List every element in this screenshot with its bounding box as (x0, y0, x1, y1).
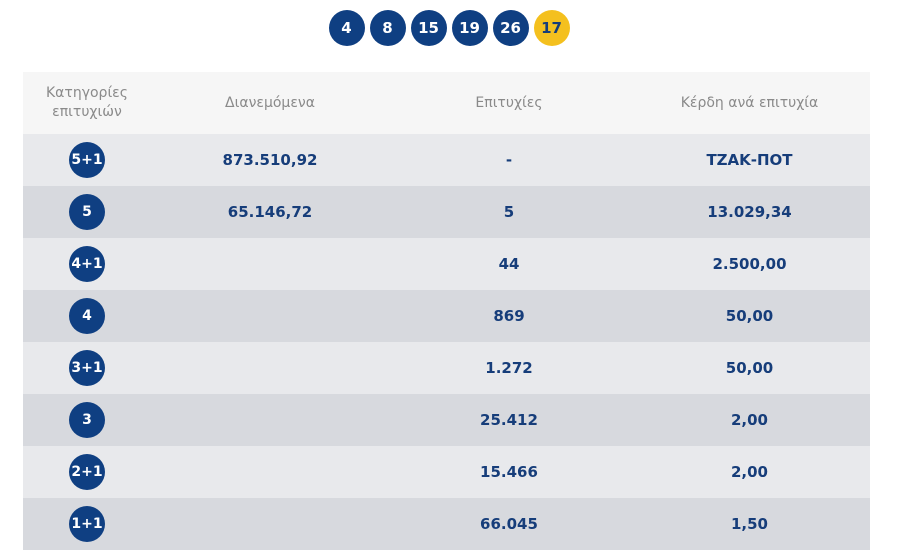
drawn-numbers: 4 8 15 19 26 17 (0, 10, 898, 46)
prize-cell: ΤΖΑΚ-ΠΟΤ (629, 134, 870, 186)
category-cell: 4+1 (23, 238, 151, 290)
distributed-cell (151, 342, 389, 394)
winners-cell: - (389, 134, 629, 186)
number-ball: 8 (369, 10, 406, 46)
prize-cell: 2,00 (629, 446, 870, 498)
prize-cell: 2,00 (629, 394, 870, 446)
category-cell: 2+1 (23, 446, 151, 498)
category-cell: 1+1 (23, 498, 151, 550)
prize-cell: 50,00 (629, 342, 870, 394)
winners-cell: 66.045 (389, 498, 629, 550)
distributed-cell (151, 238, 389, 290)
distributed-cell (151, 290, 389, 342)
category-cell: 3 (23, 394, 151, 446)
category-cell: 5+1 (23, 134, 151, 186)
distributed-cell (151, 446, 389, 498)
number-ball: 19 (451, 10, 488, 46)
category-cell: 3+1 (23, 342, 151, 394)
category-badge: 5+1 (69, 142, 105, 178)
number-ball: 26 (492, 10, 529, 46)
header-winners: Επιτυχίες (389, 72, 629, 134)
category-badge: 5 (69, 194, 105, 230)
joker-ball: 17 (533, 10, 570, 46)
table-row: 5 65.146,72 5 13.029,34 (23, 186, 870, 238)
table-row: 3+1 1.272 50,00 (23, 342, 870, 394)
category-badge: 4 (69, 298, 105, 334)
category-badge: 2+1 (69, 454, 105, 490)
prize-cell: 1,50 (629, 498, 870, 550)
distributed-cell: 65.146,72 (151, 186, 389, 238)
table-row: 2+1 15.466 2,00 (23, 446, 870, 498)
number-ball: 4 (328, 10, 365, 46)
table-row: 5+1 873.510,92 - ΤΖΑΚ-ΠΟΤ (23, 134, 870, 186)
winners-cell: 5 (389, 186, 629, 238)
prize-cell: 50,00 (629, 290, 870, 342)
winners-cell: 869 (389, 290, 629, 342)
table-row: 4+1 44 2.500,00 (23, 238, 870, 290)
category-cell: 5 (23, 186, 151, 238)
table-row: 3 25.412 2,00 (23, 394, 870, 446)
table-header-row: Κατηγορίες επιτυχιών Διανεμόμενα Επιτυχί… (23, 72, 870, 134)
winners-cell: 25.412 (389, 394, 629, 446)
category-badge: 3 (69, 402, 105, 438)
distributed-cell: 873.510,92 (151, 134, 389, 186)
category-badge: 1+1 (69, 506, 105, 542)
number-ball: 15 (410, 10, 447, 46)
winners-cell: 1.272 (389, 342, 629, 394)
category-badge: 3+1 (69, 350, 105, 386)
table-row: 1+1 66.045 1,50 (23, 498, 870, 550)
category-badge: 4+1 (69, 246, 105, 282)
prize-cell: 13.029,34 (629, 186, 870, 238)
prize-cell: 2.500,00 (629, 238, 870, 290)
header-category: Κατηγορίες επιτυχιών (23, 72, 151, 134)
header-distributed: Διανεμόμενα (151, 72, 389, 134)
category-cell: 4 (23, 290, 151, 342)
distributed-cell (151, 498, 389, 550)
prize-table: Κατηγορίες επιτυχιών Διανεμόμενα Επιτυχί… (23, 72, 870, 550)
winners-cell: 15.466 (389, 446, 629, 498)
header-prize: Κέρδη ανά επιτυχία (629, 72, 870, 134)
winners-cell: 44 (389, 238, 629, 290)
table-row: 4 869 50,00 (23, 290, 870, 342)
distributed-cell (151, 394, 389, 446)
